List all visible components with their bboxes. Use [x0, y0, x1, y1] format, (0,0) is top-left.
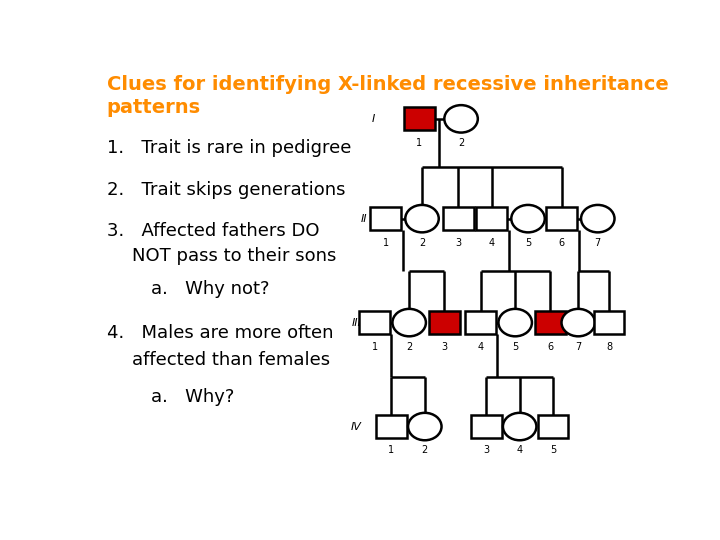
- Bar: [370, 207, 401, 230]
- Bar: [465, 311, 496, 334]
- Text: 2.   Trait skips generations: 2. Trait skips generations: [107, 180, 346, 199]
- Ellipse shape: [405, 205, 438, 232]
- Text: a.   Why?: a. Why?: [151, 388, 235, 407]
- Ellipse shape: [498, 309, 532, 336]
- Text: 1: 1: [372, 341, 378, 352]
- Text: III: III: [352, 318, 361, 328]
- Text: affected than females: affected than females: [132, 351, 330, 369]
- Bar: [404, 107, 435, 130]
- Text: 2: 2: [422, 446, 428, 455]
- Ellipse shape: [511, 205, 545, 232]
- Text: 5: 5: [512, 341, 518, 352]
- Text: 4: 4: [516, 446, 523, 455]
- Text: 8: 8: [606, 341, 612, 352]
- Text: 4: 4: [477, 341, 484, 352]
- Text: 3.   Affected fathers DO: 3. Affected fathers DO: [107, 222, 319, 240]
- Bar: [477, 207, 507, 230]
- Text: NOT pass to their sons: NOT pass to their sons: [132, 247, 336, 265]
- Text: 6: 6: [547, 341, 554, 352]
- Bar: [535, 311, 566, 334]
- Text: 4: 4: [489, 238, 495, 247]
- Text: II: II: [361, 214, 367, 224]
- Text: I: I: [372, 114, 374, 124]
- Bar: [538, 415, 569, 438]
- Ellipse shape: [444, 105, 478, 133]
- Ellipse shape: [392, 309, 426, 336]
- Text: 1.   Trait is rare in pedigree: 1. Trait is rare in pedigree: [107, 139, 351, 157]
- Bar: [443, 207, 474, 230]
- Ellipse shape: [408, 413, 441, 440]
- Text: 3: 3: [455, 238, 462, 247]
- Text: 5: 5: [550, 446, 557, 455]
- Ellipse shape: [562, 309, 595, 336]
- Text: 1: 1: [382, 238, 389, 247]
- Text: 3: 3: [441, 341, 447, 352]
- Text: 4.   Males are more often: 4. Males are more often: [107, 324, 333, 342]
- Text: 2: 2: [406, 341, 413, 352]
- Text: a.   Why not?: a. Why not?: [151, 280, 270, 298]
- Ellipse shape: [581, 205, 615, 232]
- Bar: [546, 207, 577, 230]
- Text: 3: 3: [483, 446, 490, 455]
- Text: 1: 1: [416, 138, 423, 148]
- Text: 2: 2: [419, 238, 425, 247]
- Bar: [359, 311, 390, 334]
- Text: 7: 7: [575, 341, 581, 352]
- Text: patterns: patterns: [107, 98, 201, 117]
- Text: IV: IV: [351, 422, 361, 431]
- Bar: [593, 311, 624, 334]
- Text: 1: 1: [388, 446, 395, 455]
- Bar: [471, 415, 502, 438]
- Text: 2: 2: [458, 138, 464, 148]
- Text: Clues for identifying X-linked recessive inheritance: Clues for identifying X-linked recessive…: [107, 75, 668, 94]
- Text: 6: 6: [559, 238, 564, 247]
- Ellipse shape: [503, 413, 536, 440]
- Bar: [376, 415, 407, 438]
- Bar: [429, 311, 459, 334]
- Text: 5: 5: [525, 238, 531, 247]
- Text: 7: 7: [595, 238, 601, 247]
